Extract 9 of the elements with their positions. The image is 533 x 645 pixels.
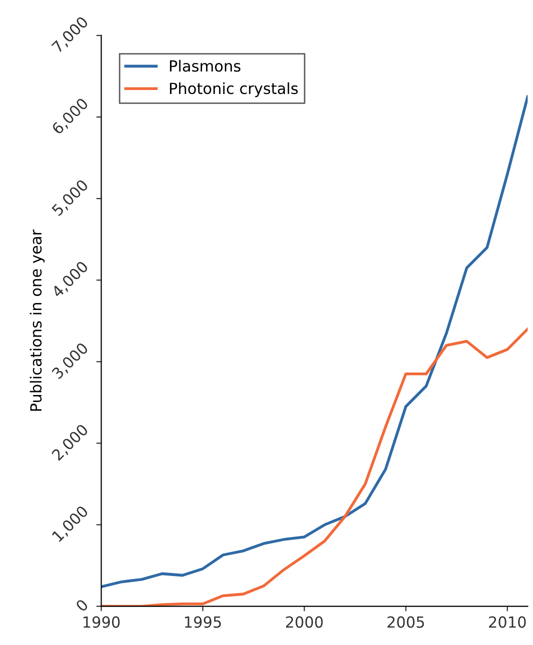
x-tick-label: 2000 [286,616,323,628]
x-tick-label: 2005 [388,616,424,628]
y-axis-title: Publications in one year [30,229,45,411]
legend-label: Photonic crystals [170,82,298,98]
legend-label: Plasmons [170,60,240,72]
x-tick-label: 2010 [489,616,526,628]
x-tick-label: 1990 [84,616,120,628]
y-tick-label: 0 [75,598,89,612]
x-tick-label: 1995 [185,616,221,628]
